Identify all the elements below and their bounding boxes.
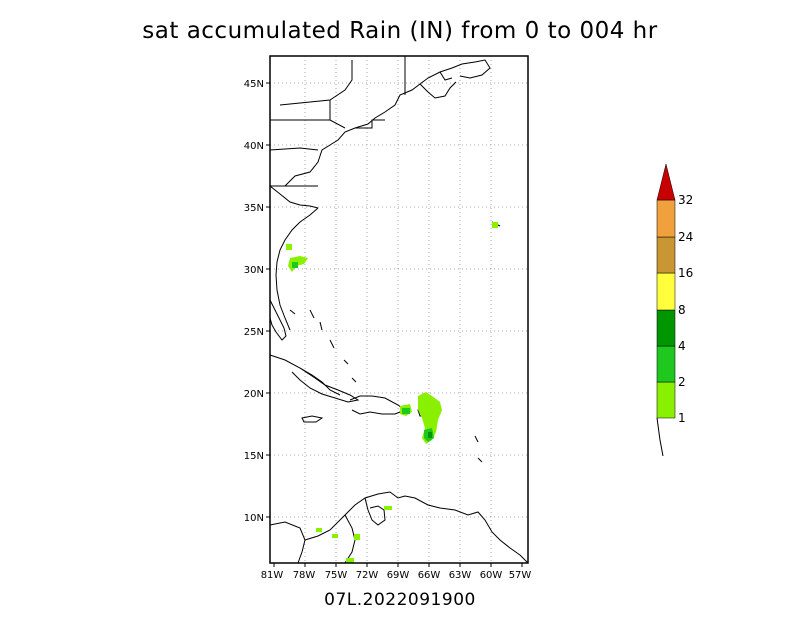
lon-label-78w: 78W <box>293 570 316 581</box>
lon-label-57w: 57W <box>509 570 532 581</box>
lon-labels: 81W 78W 75W 72W 69W 66W 63W 60W 57W <box>261 570 532 581</box>
lon-label-69w: 69W <box>387 570 410 581</box>
legend-swatch-2 <box>656 345 676 383</box>
legend-label-4: 4 <box>678 339 686 353</box>
rain-area-sa-5 <box>316 528 322 532</box>
rain-area-bermuda <box>492 222 498 228</box>
rain-area-heaviest <box>428 432 432 438</box>
rain-area-heavy-3 <box>292 262 298 268</box>
gridlines <box>270 56 528 563</box>
legend-swatch-32 <box>656 163 676 201</box>
lon-label-66w: 66W <box>418 570 441 581</box>
lat-label-20: 20N <box>244 389 264 400</box>
lat-labels: 45N 40N 35N 30N 25N 20N 15N 10N <box>244 79 264 524</box>
rain-area-puerto-rico <box>418 392 442 444</box>
legend-swatch-16 <box>656 236 676 274</box>
lat-label-40: 40N <box>244 141 264 152</box>
color-legend: 1 2 4 8 16 24 32 <box>656 163 693 457</box>
lon-label-81w: 81W <box>261 570 284 581</box>
map-frame <box>269 55 529 564</box>
map-title: sat accumulated Rain (IN) from 0 to 004 … <box>142 18 658 44</box>
lat-label-45: 45N <box>244 79 264 90</box>
storm-id-label: 07L.2022091900 <box>324 590 476 610</box>
lat-label-15: 15N <box>244 451 264 462</box>
legend-swatch-1 <box>656 381 676 419</box>
lat-label-35: 35N <box>244 203 264 214</box>
lon-label-75w: 75W <box>325 570 348 581</box>
lon-label-60w: 60W <box>480 570 503 581</box>
ticks <box>266 82 523 567</box>
lat-label-25: 25N <box>244 327 264 338</box>
coastlines <box>269 56 529 564</box>
legend-swatch-4 <box>656 309 676 347</box>
lon-label-63w: 63W <box>449 570 472 581</box>
lon-label-72w: 72W <box>356 570 379 581</box>
lat-label-10: 10N <box>244 513 264 524</box>
legend-label-8: 8 <box>678 303 686 317</box>
rain-area-sa-1 <box>354 534 360 540</box>
legend-label-2: 2 <box>678 375 686 389</box>
rain-area-bahamas-north-2 <box>286 244 292 250</box>
rain-area-heavy-2 <box>402 408 410 414</box>
rain-area-sa-3 <box>346 558 354 563</box>
legend-label-1: 1 <box>678 411 686 425</box>
rain-area-sa-4 <box>332 534 338 538</box>
legend-label-32: 32 <box>678 193 693 207</box>
rain-area-sa-2 <box>384 506 392 510</box>
rainfall-overlay <box>286 222 498 563</box>
legend-swatch-24 <box>656 199 676 238</box>
lat-label-30: 30N <box>244 265 264 276</box>
legend-label-16: 16 <box>678 266 693 280</box>
legend-swatch-8 <box>656 272 676 311</box>
legend-label-24: 24 <box>678 230 693 244</box>
